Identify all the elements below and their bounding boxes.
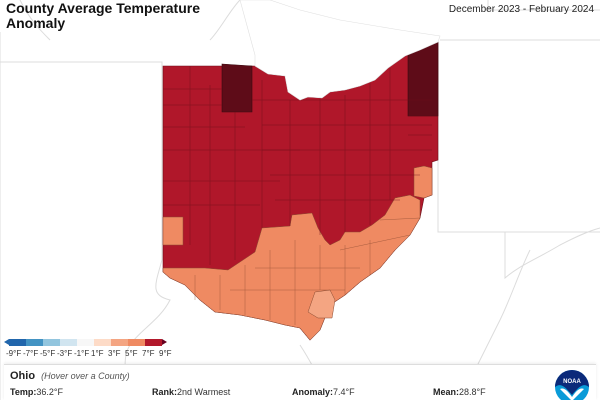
county-orange-east[interactable]	[413, 165, 433, 199]
county-borders-south	[194, 217, 421, 325]
legend-label: 7°F	[142, 349, 155, 358]
stat-mean-label: Mean:	[433, 387, 460, 397]
info-region: Ohio (Hover over a County)	[10, 370, 130, 382]
legend-label: -5°F	[40, 349, 56, 358]
legend-swatch	[111, 338, 128, 346]
legend-swatch	[26, 338, 43, 346]
info-panel: Ohio (Hover over a County) Temp:36.2°F R…	[4, 364, 596, 400]
legend-label: 9°F	[159, 349, 172, 358]
stat-temp-label: Temp:	[10, 387, 37, 397]
county-orange-west[interactable]	[162, 216, 184, 246]
time-period: December 2023 - February 2024	[448, 4, 594, 15]
stat-temp: Temp:36.2°F	[10, 387, 63, 397]
county-dark-lucas-wood[interactable]	[221, 63, 253, 113]
region-name: Ohio	[10, 370, 36, 382]
page-title: County Average Temperature Anomaly	[6, 0, 200, 31]
legend-swatch	[128, 338, 145, 346]
legend-cap-right	[162, 339, 167, 345]
legend-label: -3°F	[57, 349, 73, 358]
legend-swatch	[60, 338, 77, 346]
svg-text:NOAA: NOAA	[563, 379, 581, 385]
legend-bar	[4, 338, 184, 346]
stat-mean: Mean:28.8°F	[433, 387, 486, 397]
hover-hint: (Hover over a County)	[41, 371, 130, 381]
legend-swatch	[94, 338, 111, 346]
legend-cap-left	[4, 339, 9, 345]
legend-label: -7°F	[23, 349, 39, 358]
legend-swatch	[77, 338, 94, 346]
noaa-logo-icon: NOAA	[555, 370, 589, 400]
county-borders	[163, 66, 438, 265]
legend-labels: -9°F -7°F -5°F -3°F -1°F 1°F 3°F 5°F 7°F…	[4, 349, 184, 358]
legend-swatch	[9, 338, 26, 346]
legend-label: 1°F	[91, 349, 104, 358]
legend-label: 3°F	[108, 349, 121, 358]
stat-anomaly-value: 7.4°F	[333, 387, 355, 397]
color-legend: -9°F -7°F -5°F -3°F -1°F 1°F 3°F 5°F 7°F…	[4, 338, 184, 358]
county-group-5-7[interactable]	[162, 194, 421, 341]
stat-rank-label: Rank:	[152, 387, 178, 397]
lake-erie	[239, 0, 441, 101]
stat-temp-value: 36.2°F	[36, 387, 63, 397]
legend-swatch	[43, 338, 60, 346]
ohio-counties[interactable]	[162, 41, 439, 341]
legend-label: -9°F	[6, 349, 22, 358]
stat-rank: Rank:2nd Warmest	[152, 387, 230, 397]
legend-label: -1°F	[74, 349, 90, 358]
stat-anomaly: Anomaly:7.4°F	[292, 387, 355, 397]
stat-anomaly-label: Anomaly:	[292, 387, 334, 397]
stat-rank-value: 2nd Warmest	[177, 387, 231, 397]
legend-swatch	[145, 338, 162, 346]
stat-mean-value: 28.8°F	[459, 387, 486, 397]
legend-label: 5°F	[125, 349, 138, 358]
